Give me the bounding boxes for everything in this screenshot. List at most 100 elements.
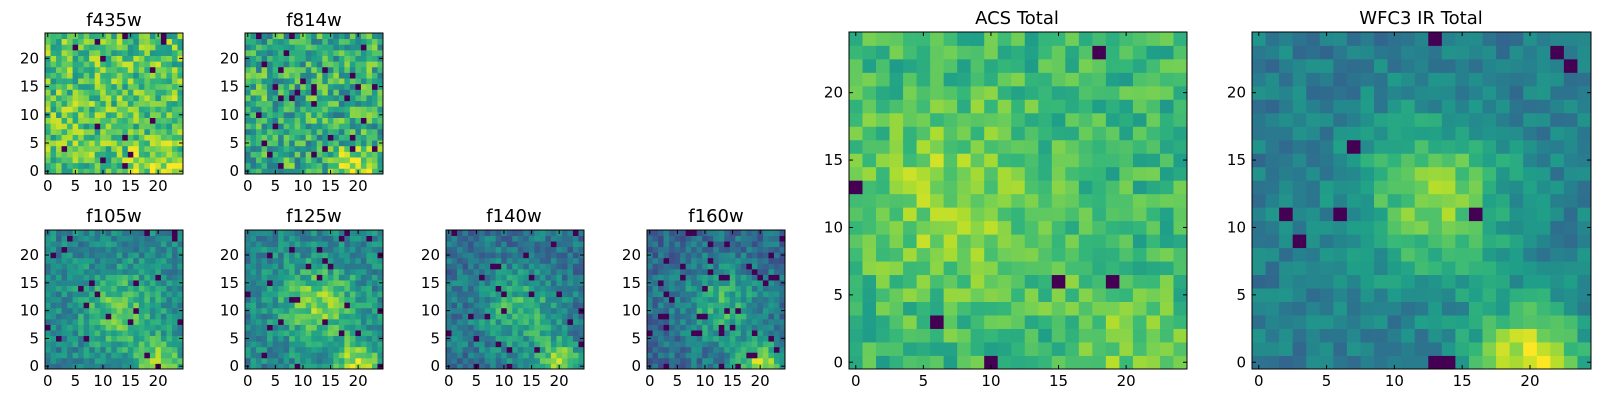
heatmap-cell <box>1346 180 1361 195</box>
heatmap-cell <box>155 157 162 164</box>
heatmap-cell <box>740 230 747 236</box>
heatmap-cell <box>479 307 486 314</box>
heatmap-cell <box>83 313 90 320</box>
heatmap-cell <box>377 61 384 68</box>
heatmap-cell <box>523 268 530 275</box>
heatmap-cell <box>177 274 184 281</box>
heatmap-cell <box>111 241 118 248</box>
heatmap-cell <box>1038 45 1053 60</box>
heatmap-cell <box>45 89 51 96</box>
heatmap-cell <box>1441 247 1456 262</box>
heatmap-cell <box>779 246 786 253</box>
heatmap-cell <box>1265 261 1280 276</box>
heatmap-cell <box>718 268 725 275</box>
heatmap-cell <box>250 291 257 298</box>
heatmap-cell <box>171 145 178 152</box>
heatmap-cell <box>322 341 329 348</box>
heatmap-cell <box>484 285 491 292</box>
heatmap-cell <box>366 151 373 158</box>
heatmap-cell <box>545 324 552 331</box>
heatmap-cell <box>556 274 563 281</box>
heatmap-cell <box>1387 315 1402 329</box>
heatmap-cell <box>539 280 546 286</box>
heatmap-cell <box>1414 234 1429 249</box>
heatmap-cell <box>930 220 945 235</box>
heatmap-cell <box>250 140 257 147</box>
heatmap-cell <box>1414 274 1429 289</box>
heatmap-cell <box>550 230 557 236</box>
heatmap-cell <box>138 246 145 253</box>
heatmap-cell <box>245 162 251 169</box>
heatmap-cell <box>1360 166 1375 181</box>
heatmap-cell <box>116 285 123 292</box>
heatmap-cell <box>250 151 257 158</box>
heatmap-cell <box>762 285 769 292</box>
heatmap-cell <box>943 207 958 222</box>
heatmap-cell <box>957 301 972 316</box>
heatmap-cell <box>495 352 502 359</box>
heatmap-cell <box>903 355 917 370</box>
heatmap-cell <box>166 61 173 68</box>
heatmap-cell <box>155 95 162 102</box>
heatmap-cell <box>305 66 312 73</box>
heatmap-cell <box>1360 342 1375 356</box>
heatmap-cell <box>138 335 145 342</box>
heatmap-cell <box>970 112 985 127</box>
heatmap-cell <box>94 230 101 236</box>
heatmap-cell <box>155 352 162 359</box>
heatmap-cell <box>160 346 167 353</box>
heatmap-cell <box>1173 234 1188 249</box>
heatmap-cell <box>344 168 351 175</box>
heatmap-cell <box>256 151 262 158</box>
heatmap-cell <box>166 44 173 51</box>
heatmap-cell <box>545 346 552 353</box>
heatmap-cell <box>160 72 167 79</box>
heatmap-cell <box>1092 355 1107 370</box>
heatmap-cell <box>930 247 945 262</box>
heatmap-cell <box>344 335 351 342</box>
heatmap-cell <box>67 280 73 286</box>
heatmap-cell <box>779 324 786 331</box>
heatmap-cell <box>138 363 145 370</box>
heatmap-cell <box>1306 342 1321 356</box>
heatmap-cell <box>111 263 118 270</box>
heatmap-cell <box>718 230 725 236</box>
heatmap-cell <box>171 346 178 353</box>
heatmap-cell <box>127 346 134 353</box>
heatmap-cell <box>322 66 329 73</box>
heatmap-cell <box>360 72 367 79</box>
heatmap-cell <box>970 166 985 181</box>
heatmap-cell <box>50 33 57 40</box>
heatmap-cell <box>691 285 698 292</box>
heatmap-cell <box>1051 274 1066 289</box>
heatmap-cell <box>171 162 178 169</box>
heatmap-cell <box>1455 315 1470 329</box>
heatmap-cell <box>100 313 107 320</box>
heatmap-cell <box>572 346 579 353</box>
heatmap-cell <box>333 66 340 73</box>
heatmap-cell <box>779 230 786 236</box>
heatmap-cell <box>1146 139 1161 154</box>
heatmap-cell <box>1024 301 1039 316</box>
heatmap-cell <box>1401 288 1416 302</box>
heatmap-cell <box>171 230 178 236</box>
heatmap-cell <box>462 324 469 331</box>
heatmap-cell <box>289 241 296 248</box>
heatmap-cell <box>155 78 162 85</box>
heatmap-cell <box>1509 234 1524 249</box>
heatmap-cell <box>300 341 307 348</box>
heatmap-cell <box>245 330 251 337</box>
heatmap-cell <box>930 85 945 100</box>
heatmap-cell <box>366 324 373 331</box>
heatmap-cell <box>355 285 362 292</box>
heatmap-cell <box>490 324 497 331</box>
heatmap-cell <box>572 274 579 281</box>
heatmap-cell <box>355 134 362 141</box>
heatmap-cell <box>1455 180 1470 195</box>
heatmap-cell <box>171 117 178 124</box>
heatmap-cell <box>512 324 519 331</box>
heatmap-cell <box>669 357 675 364</box>
heatmap-cell <box>1346 166 1361 181</box>
heatmap-cell <box>658 235 664 242</box>
heatmap-cell <box>473 252 480 259</box>
